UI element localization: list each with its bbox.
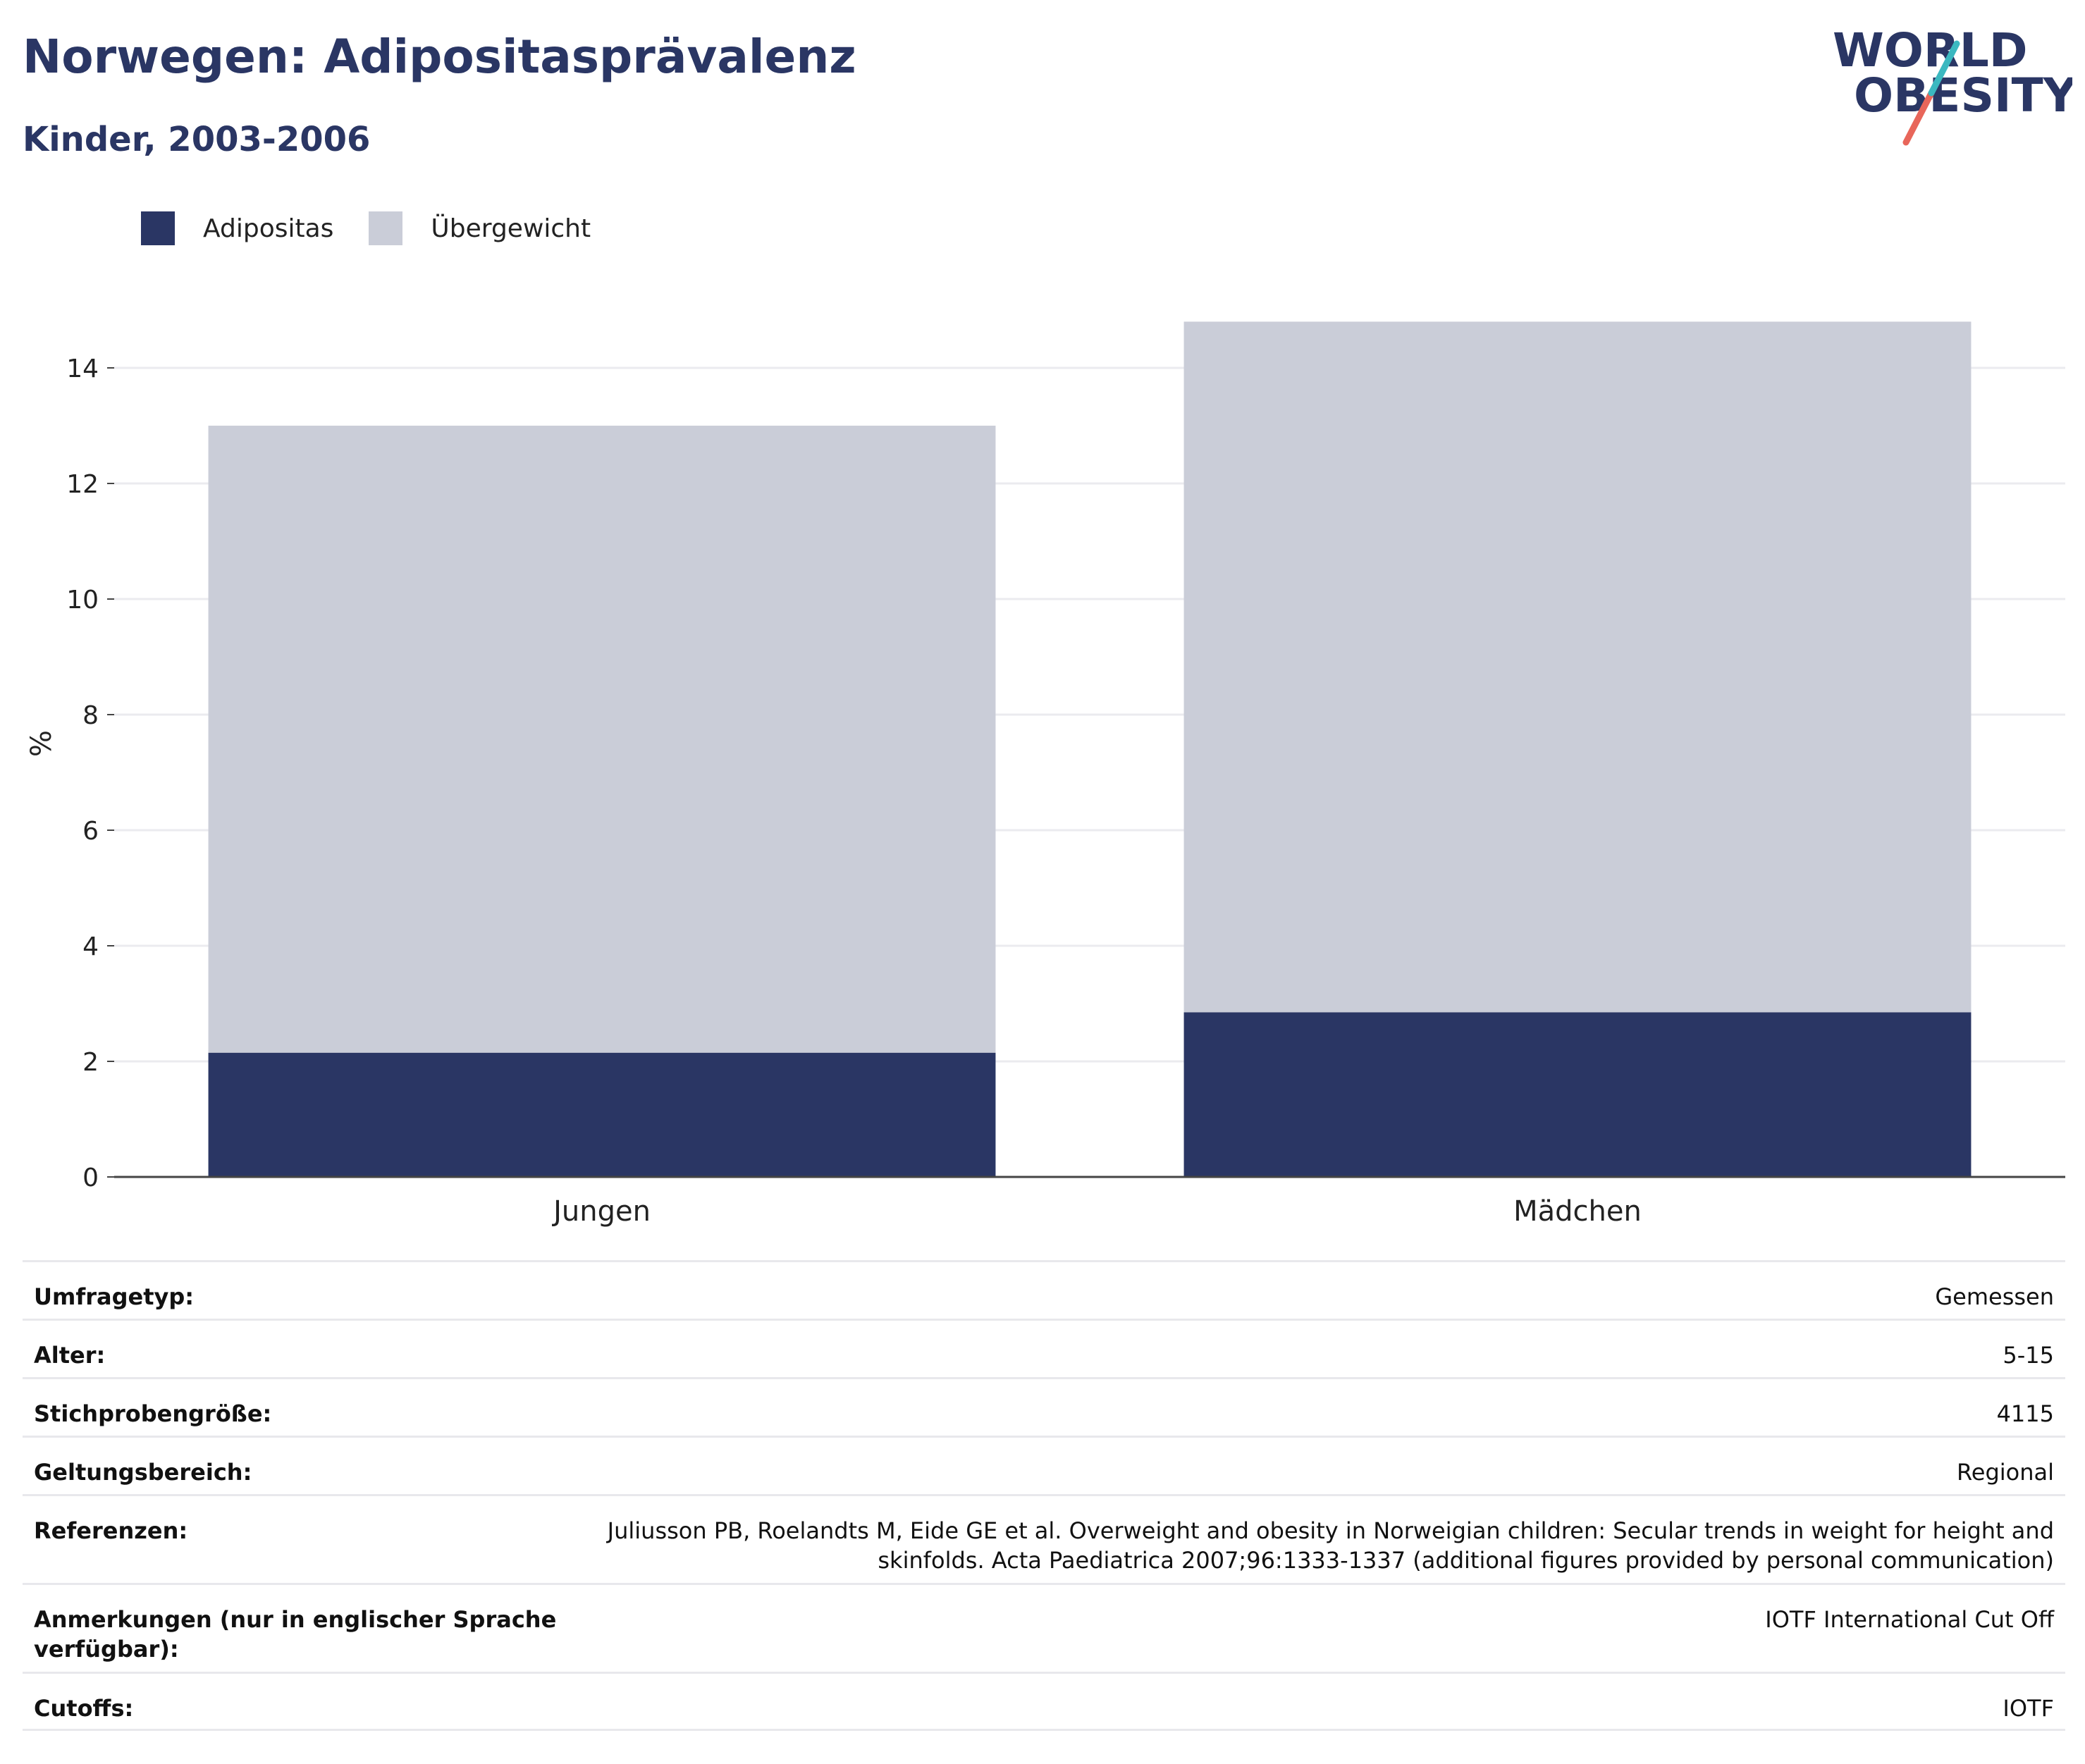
info-value: Regional <box>1956 1459 2054 1486</box>
logo-text-obesity: OBESITY <box>1854 68 2072 123</box>
info-row-age: Alter: 5-15 <box>23 1319 2065 1377</box>
world-obesity-logo: WORLD OBESITY <box>1833 23 2072 146</box>
y-tick-label: 0 <box>82 1164 99 1192</box>
info-row-sample-size: Stichprobengröße: 4115 <box>23 1377 2065 1436</box>
logo-text-world: WORLD <box>1833 23 2028 78</box>
legend: Adipositas Übergewicht <box>141 209 626 248</box>
info-value: IOTF <box>2003 1695 2054 1722</box>
bar--bergewicht-m-dchen <box>1183 321 1972 1013</box>
info-label-notes: Anmerkungen (nur in englischer Sprache v… <box>34 1605 556 1664</box>
info-label: Geltungsbereich: <box>34 1459 252 1486</box>
x-tick-label: Jungen <box>551 1195 651 1228</box>
info-label: Referenzen: <box>34 1517 188 1544</box>
y-tick-label: 4 <box>82 932 99 961</box>
notes-label-line-1: Anmerkungen (nur in englischer Sprache <box>34 1606 557 1633</box>
legend-label-uebergewicht: Übergewicht <box>431 214 591 243</box>
info-row-notes: Anmerkungen (nur in englischer Sprache v… <box>23 1583 2065 1672</box>
bar--bergewicht-jungen <box>208 426 996 1053</box>
y-tick-label: 6 <box>82 817 99 846</box>
info-row-cutoffs: Cutoffs: IOTF <box>23 1672 2065 1731</box>
notes-label-line-2: verfügbar): <box>34 1636 179 1663</box>
info-row-references: Referenzen: Juliusson PB, Roelandts M, E… <box>23 1494 2065 1583</box>
info-label: Alter: <box>34 1342 106 1369</box>
stacked-bar-chart: 0 2 4 6 8 10 12 14% Jungen Mädchen <box>25 321 2065 1228</box>
page-title: Norwegen: Adipositasprävalenz <box>23 30 856 84</box>
bar-adipositas-m-dchen <box>1183 1012 1972 1177</box>
legend-label-adipositas: Adipositas <box>203 214 334 243</box>
info-value: IOTF International Cut Off <box>1765 1606 2054 1633</box>
y-tick-label: 2 <box>82 1048 99 1077</box>
info-value: Gemessen <box>1935 1283 2054 1310</box>
logo-slash-teal <box>1928 40 1960 97</box>
info-value: 4115 <box>1996 1400 2054 1427</box>
y-tick-label: 12 <box>66 470 99 499</box>
info-row-scope: Geltungsbereich: Regional <box>23 1436 2065 1494</box>
reference-line-2: skinfolds. Acta Paediatrica 2007;96:1333… <box>878 1547 2054 1574</box>
y-axis-label: % <box>25 730 58 757</box>
info-label: Umfragetyp: <box>34 1283 195 1310</box>
legend-swatch-adipositas <box>141 211 175 245</box>
y-tick-label: 10 <box>66 586 99 615</box>
legend-item-uebergewicht[interactable]: Übergewicht <box>369 211 591 245</box>
info-value-references: Juliusson PB, Roelandts M, Eide GE et al… <box>608 1516 2054 1575</box>
y-tick-label: 8 <box>82 701 99 730</box>
info-label: Stichprobengröße: <box>34 1400 272 1427</box>
info-value: 5-15 <box>2003 1342 2054 1369</box>
y-tick-label: 14 <box>66 354 99 383</box>
page-subtitle: Kinder, 2003-2006 <box>23 120 371 159</box>
survey-info-table: Umfragetyp: Gemessen Alter: 5-15 Stichpr… <box>23 1260 2065 1731</box>
info-row-survey-type: Umfragetyp: Gemessen <box>23 1260 2065 1319</box>
legend-swatch-uebergewicht <box>369 211 403 245</box>
reference-line-1: Juliusson PB, Roelandts M, Eide GE et al… <box>607 1517 2054 1544</box>
logo-slash-red <box>1902 90 1935 146</box>
info-label: Cutoffs: <box>34 1695 134 1722</box>
bar-adipositas-jungen <box>208 1052 996 1177</box>
legend-item-adipositas[interactable]: Adipositas <box>141 211 333 245</box>
x-tick-label: Mädchen <box>1513 1195 1642 1228</box>
